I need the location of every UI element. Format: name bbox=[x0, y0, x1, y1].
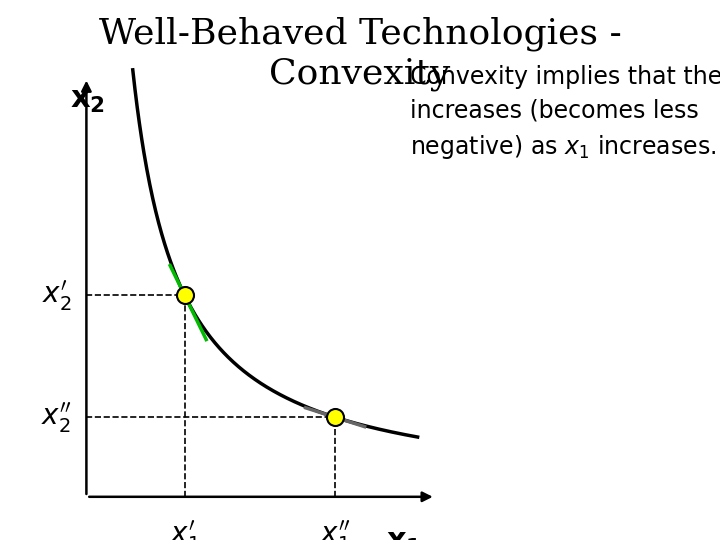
Text: $\boldsymbol{x_1''}$: $\boldsymbol{x_1''}$ bbox=[320, 518, 351, 540]
Point bbox=[329, 413, 341, 422]
Text: $\mathbf{x_1}$: $\mathbf{x_1}$ bbox=[385, 525, 421, 540]
Text: $\mathbf{x_2}$: $\mathbf{x_2}$ bbox=[70, 84, 105, 115]
Point bbox=[179, 291, 190, 300]
Text: $\boldsymbol{x_2'}$: $\boldsymbol{x_2'}$ bbox=[42, 278, 72, 313]
Text: Well-Behaved Technologies -
Convexity: Well-Behaved Technologies - Convexity bbox=[99, 16, 621, 91]
Text: $\boldsymbol{x_1'}$: $\boldsymbol{x_1'}$ bbox=[170, 518, 199, 540]
Text: $\boldsymbol{x_2''}$: $\boldsymbol{x_2''}$ bbox=[41, 400, 72, 435]
Text: Convexity implies that the TRS
increases (becomes less
negative) as $x_1$ increa: Convexity implies that the TRS increases… bbox=[410, 65, 720, 161]
